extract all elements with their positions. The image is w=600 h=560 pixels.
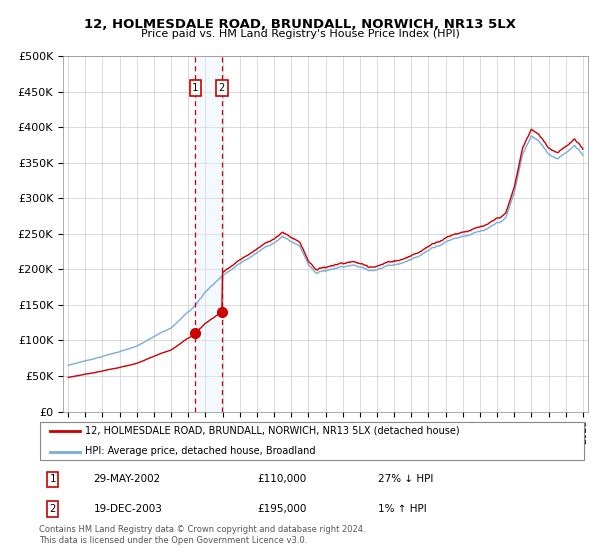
Text: 19-DEC-2003: 19-DEC-2003 — [94, 504, 163, 514]
Text: HPI: Average price, detached house, Broadland: HPI: Average price, detached house, Broa… — [85, 446, 316, 456]
Bar — [195, 56, 222, 412]
Text: £110,000: £110,000 — [257, 474, 307, 484]
Text: Price paid vs. HM Land Registry's House Price Index (HPI): Price paid vs. HM Land Registry's House … — [140, 29, 460, 39]
Text: 1: 1 — [50, 474, 56, 484]
Text: 29-MAY-2002: 29-MAY-2002 — [94, 474, 161, 484]
FancyBboxPatch shape — [40, 422, 584, 460]
Text: £195,000: £195,000 — [257, 504, 307, 514]
Text: 1: 1 — [192, 83, 199, 93]
Text: 27% ↓ HPI: 27% ↓ HPI — [377, 474, 433, 484]
Text: 1% ↑ HPI: 1% ↑ HPI — [377, 504, 426, 514]
Text: 2: 2 — [219, 83, 225, 93]
Text: 2: 2 — [50, 504, 56, 514]
Text: 12, HOLMESDALE ROAD, BRUNDALL, NORWICH, NR13 5LX: 12, HOLMESDALE ROAD, BRUNDALL, NORWICH, … — [84, 18, 516, 31]
Text: Contains HM Land Registry data © Crown copyright and database right 2024.
This d: Contains HM Land Registry data © Crown c… — [39, 525, 365, 545]
Text: 12, HOLMESDALE ROAD, BRUNDALL, NORWICH, NR13 5LX (detached house): 12, HOLMESDALE ROAD, BRUNDALL, NORWICH, … — [85, 426, 460, 436]
